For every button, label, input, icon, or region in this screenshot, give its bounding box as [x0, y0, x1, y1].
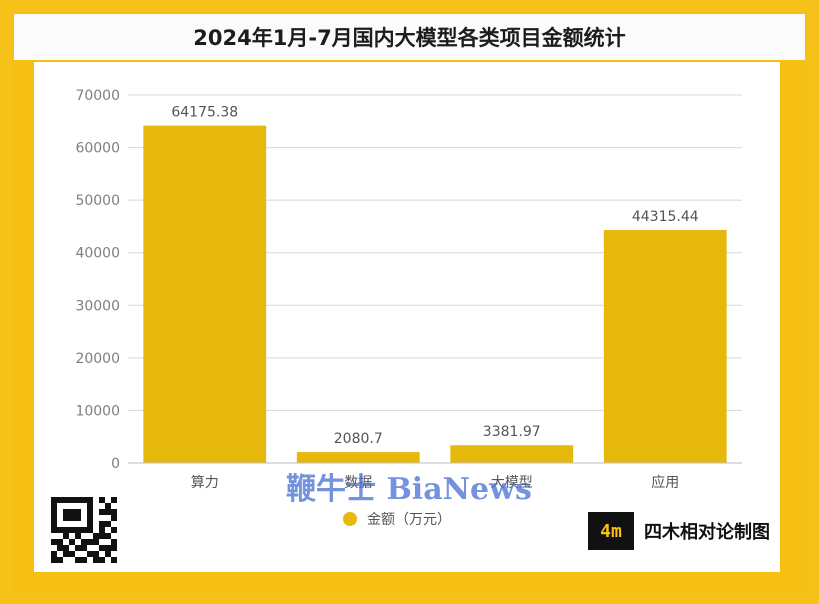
- brand-logo-icon: 4m: [588, 512, 634, 550]
- bar: [450, 445, 574, 463]
- data-label: 64175.38: [171, 105, 238, 121]
- chart-title: 2024年1月-7月国内大模型各类项目金额统计: [14, 14, 805, 60]
- data-label: 44315.44: [632, 209, 699, 225]
- bar: [603, 230, 727, 463]
- x-tick-label: 大模型: [491, 475, 533, 491]
- y-tick-label: 30000: [75, 298, 120, 314]
- legend-label: 金额（万元）: [367, 512, 451, 528]
- y-tick-label: 10000: [75, 403, 120, 419]
- y-tick-label: 40000: [75, 246, 120, 262]
- legend-swatch: [343, 512, 357, 526]
- watermark: 鞭牛士 BiaNews: [286, 472, 532, 507]
- y-tick-label: 50000: [75, 193, 120, 209]
- data-label: 3381.97: [483, 424, 541, 440]
- brand-name: 四木相对论制图: [644, 522, 770, 543]
- bar: [296, 452, 420, 463]
- legend: 金额（万元）: [343, 509, 451, 529]
- bar: [143, 125, 267, 464]
- x-tick-label: 数据: [344, 475, 372, 491]
- x-tick-label: 算力: [191, 475, 219, 491]
- y-tick-label: 0: [111, 456, 120, 472]
- y-tick-label: 60000: [75, 141, 120, 157]
- x-tick-label: 应用: [651, 474, 679, 491]
- brand-signature: 4m 四木相对论制图: [588, 512, 770, 550]
- y-tick-label: 70000: [75, 88, 120, 104]
- data-label: 2080.7: [334, 431, 383, 447]
- y-tick-label: 20000: [75, 351, 120, 367]
- qr-code-icon: [51, 497, 117, 563]
